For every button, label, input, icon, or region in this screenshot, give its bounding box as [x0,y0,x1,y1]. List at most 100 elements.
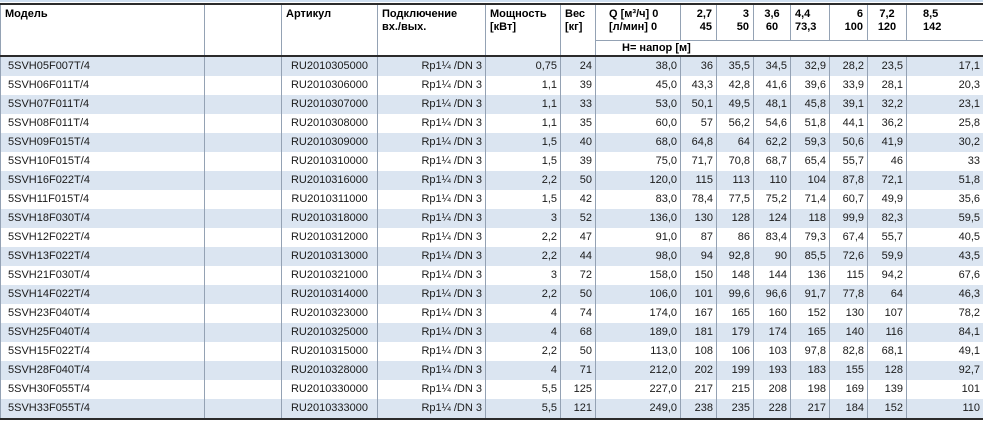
weight-cell: 47 [560,227,596,247]
header-weight-line1: Вес [565,8,586,20]
power-cell: 1,1 [485,113,561,133]
head-value-cell-7: 30,2 [906,132,983,152]
model-cell: 5SVH10F015T/4 [0,151,205,171]
head-at-zero-cell: 98,0 [595,246,681,266]
flow-m3h: 2,7 [696,8,712,20]
head-value-cell-3: 96,6 [753,284,791,304]
head-value-cell-5: 77,8 [829,284,868,304]
head-value-cell-1: 78,4 [680,189,717,209]
head-value-cell-7: 40,5 [906,227,983,247]
head-value-cell-6: 41,9 [867,132,907,152]
empty-cell [204,265,282,285]
connection-cell: Rp1¼ /DN 3 [377,170,486,190]
head-value-cell-3: 228 [753,398,791,419]
table-row: 5SVH11F015T/4 RU2010311000 Rp1¼ /DN 3 1,5 42… [0,189,983,209]
head-value-cell-4: 59,3 [790,132,830,152]
header-flow-col-2: 3 50 [716,4,754,41]
model-cell: 5SVH14F022T/4 [0,284,205,304]
power-cell: 1,5 [485,132,561,152]
head-value-cell-5: 55,7 [829,151,868,171]
power-cell: 5,5 [485,398,561,419]
head-value-cell-2: 42,8 [716,75,754,95]
head-at-zero-cell: 53,0 [595,94,681,114]
power-cell: 1,5 [485,151,561,171]
connection-cell: Rp1¼ /DN 3 [377,360,486,380]
head-value-cell-3: 75,2 [753,189,791,209]
head-value-cell-7: 17,1 [906,55,983,76]
artikul-cell: RU2010318000 [281,208,378,228]
header-connection-line2: вх./вых. [382,21,427,33]
model-cell: 5SVH30F055T/4 [0,379,205,399]
head-value-cell-2: 99,6 [716,284,754,304]
head-value-cell-1: 57 [680,113,717,133]
weight-cell: 44 [560,246,596,266]
artikul-cell: RU2010321000 [281,265,378,285]
head-value-cell-5: 184 [829,398,868,419]
header-weight: Вес [кг] [560,4,596,57]
model-cell: 5SVH28F040T/4 [0,360,205,380]
table-row: 5SVH10F015T/4 RU2010310000 Rp1¼ /DN 3 1,5 39… [0,151,983,171]
head-value-cell-7: 49,1 [906,341,983,361]
connection-cell: Rp1¼ /DN 3 [377,341,486,361]
header-q-line2: [л/мин] 0 [609,21,658,33]
head-value-cell-1: 64,8 [680,132,717,152]
head-value-cell-3: 68,7 [753,151,791,171]
flow-lmin: 45 [699,21,712,33]
table-row: 5SVH18F030T/4 RU2010318000 Rp1¼ /DN 3 3 52 13… [0,208,983,228]
head-value-cell-1: 238 [680,398,717,419]
header-power: Мощность [кВт] [485,4,561,57]
head-value-cell-5: 99,9 [829,208,868,228]
artikul-cell: RU2010311000 [281,189,378,209]
head-value-cell-4: 51,8 [790,113,830,133]
head-value-cell-3: 208 [753,379,791,399]
head-value-cell-6: 107 [867,303,907,323]
head-value-cell-1: 181 [680,322,717,342]
table-row: 5SVH23F040T/4 RU2010323000 Rp1¼ /DN 3 4 74 17… [0,303,983,323]
model-cell: 5SVH13F022T/4 [0,246,205,266]
header-flow-col-1: 2,7 45 [680,4,717,41]
artikul-cell: RU2010314000 [281,284,378,304]
connection-cell: Rp1¼ /DN 3 [377,132,486,152]
head-value-cell-3: 193 [753,360,791,380]
connection-cell: Rp1¼ /DN 3 [377,379,486,399]
empty-cell [204,284,282,304]
head-value-cell-1: 36 [680,55,717,76]
head-at-zero-cell: 189,0 [595,322,681,342]
head-value-cell-4: 136 [790,265,830,285]
head-value-cell-1: 108 [680,341,717,361]
head-at-zero-cell: 227,0 [595,379,681,399]
connection-cell: Rp1¼ /DN 3 [377,284,486,304]
weight-cell: 33 [560,94,596,114]
weight-cell: 121 [560,398,596,419]
head-value-cell-3: 160 [753,303,791,323]
header-flow-col-3: 3,6 60 [753,4,791,41]
head-at-zero-cell: 212,0 [595,360,681,380]
head-at-zero-cell: 136,0 [595,208,681,228]
weight-cell: 35 [560,113,596,133]
artikul-cell: RU2010310000 [281,151,378,171]
head-value-cell-4: 32,9 [790,55,830,76]
artikul-cell: RU2010325000 [281,322,378,342]
table-row: 5SVH15F022T/4 RU2010315000 Rp1¼ /DN 3 2,2 50… [0,341,983,361]
table-row: 5SVH28F040T/4 RU2010328000 Rp1¼ /DN 3 4 71 21… [0,360,983,380]
weight-cell: 71 [560,360,596,380]
head-at-zero-cell: 60,0 [595,113,681,133]
head-value-cell-5: 50,6 [829,132,868,152]
connection-cell: Rp1¼ /DN 3 [377,303,486,323]
empty-cell [204,208,282,228]
head-value-cell-7: 110 [906,398,983,419]
head-at-zero-cell: 106,0 [595,284,681,304]
empty-cell [204,246,282,266]
connection-cell: Rp1¼ /DN 3 [377,55,486,76]
head-at-zero-cell: 75,0 [595,151,681,171]
header-weight-line2: [кг] [565,21,583,33]
head-value-cell-7: 101 [906,379,983,399]
empty-cell [204,170,282,190]
connection-cell: Rp1¼ /DN 3 [377,189,486,209]
artikul-cell: RU2010315000 [281,341,378,361]
head-value-cell-7: 67,6 [906,265,983,285]
header-q-line1: Q [м³/ч] 0 [609,8,659,20]
connection-cell: Rp1¼ /DN 3 [377,94,486,114]
table-row: 5SVH21F030T/4 RU2010321000 Rp1¼ /DN 3 3 72 15… [0,265,983,285]
head-value-cell-5: 44,1 [829,113,868,133]
